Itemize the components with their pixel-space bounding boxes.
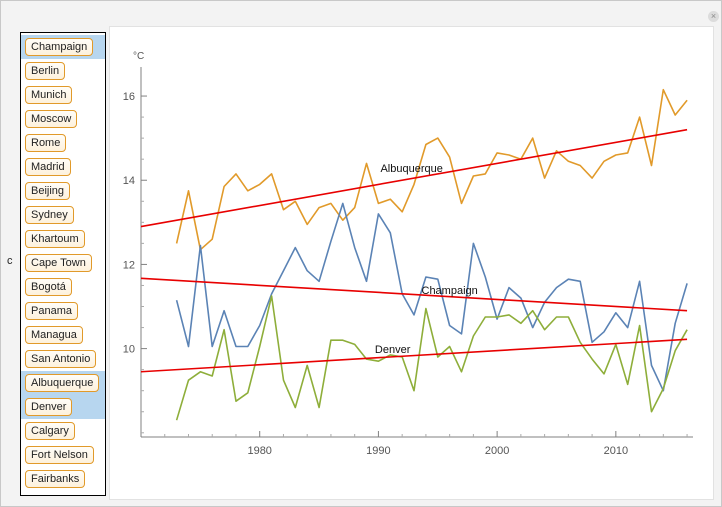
- city-toggle-button[interactable]: Champaign: [25, 38, 94, 56]
- city-selector-panel: Champaign Berlin Munich Moscow Rome Madrid Bei…: [20, 32, 106, 496]
- city-toggle-button[interactable]: Denver: [25, 398, 73, 416]
- city-toggle-button[interactable]: Bogotá: [25, 278, 72, 296]
- city-row-9[interactable]: Cape Town: [21, 251, 105, 275]
- control-label: c: [7, 255, 13, 267]
- y-tick-label: 10: [123, 344, 135, 356]
- close-icon[interactable]: ×: [708, 11, 719, 22]
- city-toggle-button[interactable]: San Antonio: [25, 350, 97, 368]
- city-row-7[interactable]: Sydney: [21, 203, 105, 227]
- series-line-champaign: [175, 202, 688, 392]
- city-row-17[interactable]: Fort Nelson: [21, 443, 105, 467]
- city-toggle-button[interactable]: Beijing: [25, 182, 71, 200]
- city-toggle-button[interactable]: Madrid: [25, 158, 71, 176]
- city-toggle-button[interactable]: Sydney: [25, 206, 74, 224]
- x-tick-label: 1980: [247, 445, 271, 457]
- city-row-18[interactable]: Fairbanks: [21, 467, 105, 491]
- city-row-8[interactable]: Khartoum: [21, 227, 105, 251]
- trend-line-champaign: [140, 277, 688, 312]
- city-row-6[interactable]: Beijing: [21, 179, 105, 203]
- city-row-3[interactable]: Moscow: [21, 107, 105, 131]
- y-tick-label: 16: [123, 91, 135, 103]
- city-row-12[interactable]: Managua: [21, 323, 105, 347]
- city-row-0[interactable]: Champaign: [21, 35, 105, 59]
- city-toggle-button[interactable]: Panama: [25, 302, 78, 320]
- city-toggle-button[interactable]: Khartoum: [25, 230, 85, 248]
- city-toggle-button[interactable]: Fairbanks: [25, 470, 86, 488]
- city-row-15[interactable]: Denver: [21, 395, 105, 419]
- city-row-16[interactable]: Calgary: [21, 419, 105, 443]
- plot-area: °C 10 12 14 16 1980 1990 2000 2010 Albuquerque Cha…: [109, 26, 714, 500]
- city-row-2[interactable]: Munich: [21, 83, 105, 107]
- city-row-11[interactable]: Panama: [21, 299, 105, 323]
- city-row-4[interactable]: Rome: [21, 131, 105, 155]
- city-toggle-button[interactable]: Albuquerque: [25, 374, 100, 392]
- trend-line-denver: [140, 338, 688, 373]
- x-tick-label: 2010: [604, 445, 628, 457]
- city-toggle-button[interactable]: Moscow: [25, 110, 78, 128]
- series-line-albuquerque: [175, 88, 688, 251]
- city-toggle-button[interactable]: Berlin: [25, 62, 66, 80]
- city-row-1[interactable]: Berlin: [21, 59, 105, 83]
- y-tick-label: 14: [123, 175, 135, 187]
- y-axis-label: °C: [133, 51, 144, 62]
- city-toggle-button[interactable]: Munich: [25, 86, 73, 104]
- city-toggle-button[interactable]: Cape Town: [25, 254, 92, 272]
- city-row-14[interactable]: Albuquerque: [21, 371, 105, 395]
- series-annotation-label: Albuquerque: [380, 163, 442, 175]
- x-tick-label: 2000: [485, 445, 509, 457]
- series-line-denver: [175, 295, 688, 421]
- series-annotation-label: Denver: [375, 344, 411, 356]
- x-tick-label: 1990: [366, 445, 390, 457]
- city-toggle-button[interactable]: Calgary: [25, 422, 75, 440]
- y-tick-label: 12: [123, 259, 135, 271]
- trend-line-albuquerque: [140, 128, 688, 228]
- city-row-13[interactable]: San Antonio: [21, 347, 105, 371]
- city-toggle-button[interactable]: Managua: [25, 326, 83, 344]
- series-annotation-label: Champaign: [422, 285, 478, 297]
- temperature-chart: °C 10 12 14 16 1980 1990 2000 2010 Albuquerque Cha…: [123, 51, 693, 457]
- city-row-5[interactable]: Madrid: [21, 155, 105, 179]
- city-toggle-button[interactable]: Rome: [25, 134, 67, 152]
- city-row-10[interactable]: Bogotá: [21, 275, 105, 299]
- city-toggle-button[interactable]: Fort Nelson: [25, 446, 94, 464]
